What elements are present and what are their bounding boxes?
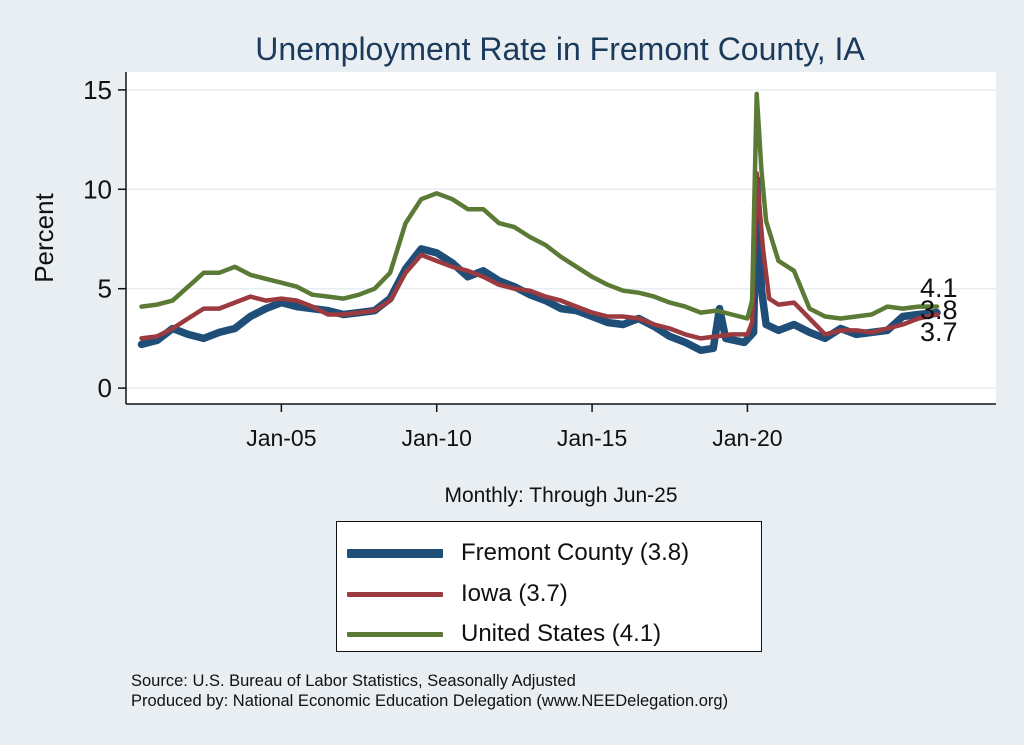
series-line-fremont: [137, 175, 941, 355]
source-note: Source: U.S. Bureau of Labor Statistics,…: [131, 672, 576, 690]
chart-title: Unemployment Rate in Fremont County, IA: [255, 31, 865, 67]
legend-item-fremont: Fremont County (3.8): [347, 538, 689, 568]
y-tick-label-10: 10: [83, 174, 112, 204]
x-axis-label: Monthly: Through Jun-25: [444, 484, 677, 507]
legend-item-iowa: Iowa (3.7): [347, 579, 568, 609]
y-tick-label-5: 5: [98, 274, 112, 304]
legend: Fremont County (3.8) Iowa (3.7) United S…: [336, 521, 762, 652]
series-line-united-states: [139, 91, 940, 321]
legend-item-united-states: United States (4.1): [347, 619, 661, 649]
x-tick-label-Jan-20: Jan-20: [712, 425, 782, 451]
end-label-iowa: 3.7: [920, 317, 958, 347]
legend-swatch-united-states: [347, 631, 443, 637]
y-tick-label-15: 15: [83, 75, 112, 105]
x-tick-label-Jan-10: Jan-10: [402, 425, 472, 451]
legend-swatch-fremont: [347, 548, 443, 558]
end-label-united-states: 4.1: [920, 273, 958, 303]
x-tick-label-Jan-15: Jan-15: [557, 425, 627, 451]
legend-label-united-states: United States (4.1): [461, 620, 662, 647]
series-layer: [137, 91, 941, 355]
legend-label-iowa: Iowa (3.7): [461, 580, 568, 607]
plot-background: [126, 72, 996, 404]
producer-note: Produced by: National Economic Education…: [131, 692, 729, 710]
legend-swatch-iowa: [347, 591, 443, 597]
legend-label-fremont: Fremont County (3.8): [461, 539, 690, 566]
end-label-fremont: 3.8: [920, 295, 958, 325]
y-axis-label: Percent: [29, 192, 59, 282]
y-tick-label-0: 0: [98, 373, 112, 403]
tick-layer: 0 5 10 15 Jan-05 Jan-10 Jan-15 Jan-20: [83, 75, 783, 451]
series-line-iowa: [139, 171, 940, 341]
x-tick-label-Jan-05: Jan-05: [246, 425, 316, 451]
grid-layer: [126, 89, 996, 389]
end-label-layer: 4.13.83.7: [920, 273, 958, 347]
